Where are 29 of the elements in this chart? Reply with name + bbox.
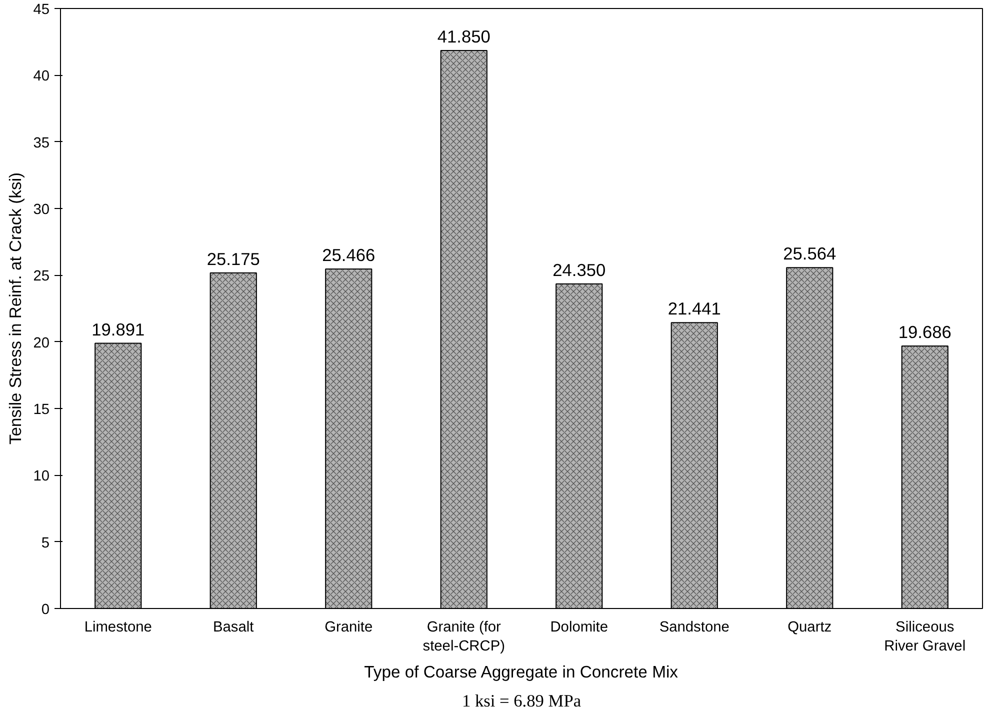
x-tick-label: Granite [324,620,373,636]
data-label: 19.891 [92,319,145,340]
data-label: 19.686 [898,322,952,342]
y-tick-label: 30 [33,202,50,218]
x-tick-label: Dolomite [550,620,608,636]
text: 1 ksi = 6.89 MPa [462,692,582,710]
y-tick-label: 35 [33,135,50,152]
data-label: 24.350 [552,260,606,280]
y-tick-label: 25 [33,268,50,285]
x-axis-title: Type of Coarse Aggregate in Concrete Mix [364,662,679,682]
y-tick-label: 5 [41,535,50,552]
data-label: 41.850 [437,26,490,46]
data-label: 25.175 [206,248,260,269]
y-tick-label: 40 [33,68,50,85]
x-tick-label: Basalt [213,620,254,636]
data-label: 25.564 [783,244,836,264]
y-tick-label: 45 [33,2,50,18]
y-tick-label: 0 [41,602,50,618]
x-tick-label: Limestone [84,620,152,636]
data-label: 25.466 [322,244,376,265]
y-tick-label: 15 [33,402,50,418]
y-tick-label: 20 [33,335,50,352]
y-tick-label: 10 [33,468,50,485]
y-axis-title: Tensile Stress in Reinf. at Crack (ksi) [6,172,26,445]
data-label: 21.441 [668,298,721,319]
x-tick-label: Quartz [788,620,832,636]
x-tick-label: Sandstone [659,620,730,636]
x-tick-label: Granite (for steel-CRCP) [422,620,505,655]
x-tick-label: Siliceous River Gravel [884,620,966,655]
